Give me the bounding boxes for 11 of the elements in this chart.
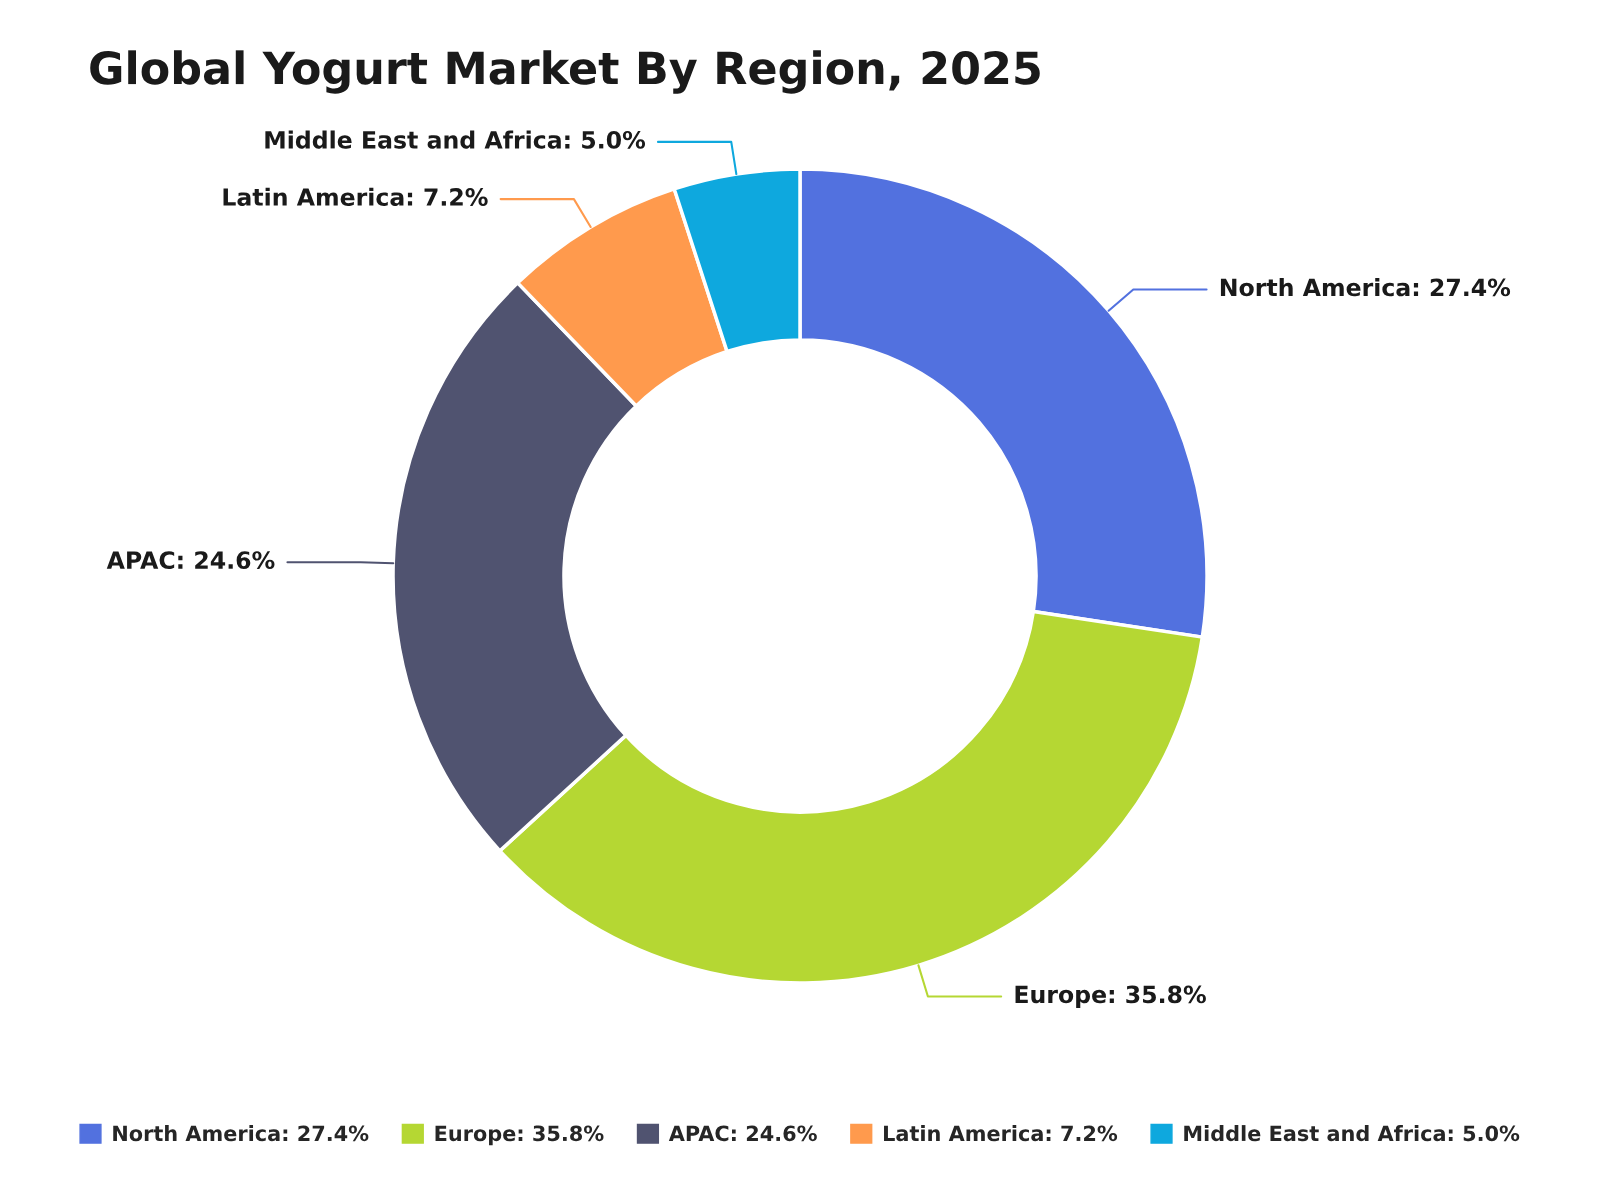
slice-label: North America: 27.4% [1220,278,1511,297]
legend-label: Europe: 35.8% [435,1125,604,1146]
slice-label: Latin America: 7.2% [223,187,488,206]
legend-label: Middle East and Africa: 5.0% [1184,1125,1520,1142]
chart-title: Global Yogurt Market By Region, 2025 [90,50,1040,94]
legend-label: Latin America: 7.2% [884,1125,1118,1142]
slice-label: APAC: 24.6% [106,551,275,570]
legend-label: APAC: 24.6% [668,1125,817,1142]
legend-label: North America: 27.4% [113,1125,369,1142]
slice-label: Europe: 35.8% [1015,985,1206,1008]
slice-label: Middle East and Africa: 5.0% [265,130,646,149]
